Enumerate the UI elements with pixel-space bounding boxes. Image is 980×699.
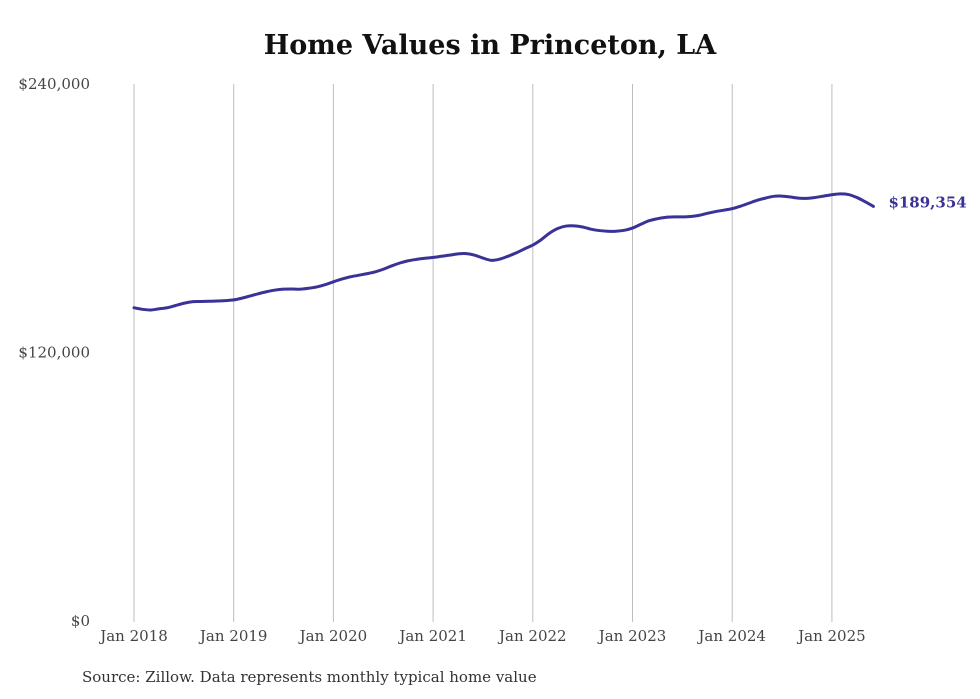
x-tick-label: Jan 2025	[796, 627, 866, 645]
series-end-label: $189,354	[888, 193, 966, 211]
source-note: Source: Zillow. Data represents monthly …	[82, 668, 537, 686]
y-tick-label: $240,000	[18, 75, 90, 93]
x-tick-label: Jan 2018	[98, 627, 168, 645]
y-tick-label: $0	[71, 612, 90, 630]
y-axis-ticks: $0 $120,000 $240,000	[18, 75, 90, 630]
series-line	[132, 192, 875, 312]
grid-lines	[133, 84, 833, 622]
x-tick-label: Jan 2023	[597, 627, 667, 645]
chart-title: Home Values in Princeton, LA	[263, 30, 717, 61]
x-tick-label: Jan 2021	[397, 627, 467, 645]
x-tick-label: Jan 2019	[198, 627, 268, 645]
x-axis-ticks: Jan 2018 Jan 2019 Jan 2020 Jan 2021 Jan 2022…	[98, 627, 865, 645]
x-tick-label: Jan 2020	[298, 627, 368, 645]
x-tick-label: Jan 2022	[497, 627, 567, 645]
x-tick-label: Jan 2024	[696, 627, 766, 645]
series-layer: $189,354	[132, 192, 967, 312]
y-tick-label: $120,000	[18, 344, 90, 362]
